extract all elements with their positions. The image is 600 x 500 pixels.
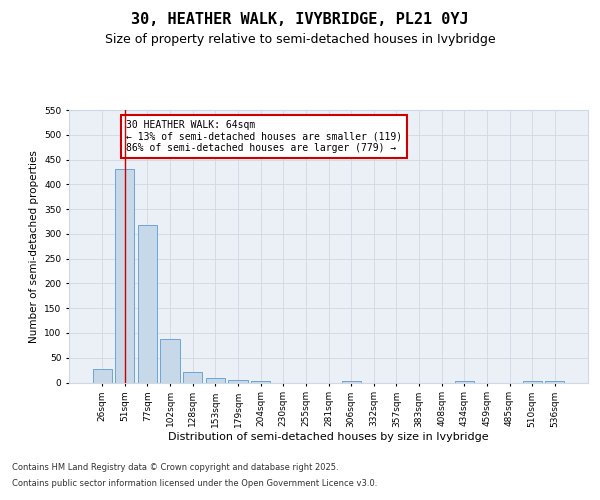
Bar [229, 380, 248, 382]
Bar [251, 381, 270, 382]
X-axis label: Distribution of semi-detached houses by size in Ivybridge: Distribution of semi-detached houses by … [168, 432, 489, 442]
Text: 30, HEATHER WALK, IVYBRIDGE, PL21 0YJ: 30, HEATHER WALK, IVYBRIDGE, PL21 0YJ [131, 12, 469, 28]
Bar [341, 381, 361, 382]
Bar [183, 372, 202, 382]
Text: Contains HM Land Registry data © Crown copyright and database right 2025.: Contains HM Land Registry data © Crown c… [12, 464, 338, 472]
Bar [92, 368, 112, 382]
Text: 30 HEATHER WALK: 64sqm
← 13% of semi-detached houses are smaller (119)
86% of se: 30 HEATHER WALK: 64sqm ← 13% of semi-det… [126, 120, 402, 153]
Text: Contains public sector information licensed under the Open Government Licence v3: Contains public sector information licen… [12, 478, 377, 488]
Bar [138, 225, 157, 382]
Text: Size of property relative to semi-detached houses in Ivybridge: Size of property relative to semi-detach… [104, 32, 496, 46]
Bar [115, 170, 134, 382]
Bar [545, 381, 565, 382]
Bar [455, 381, 474, 382]
Bar [523, 381, 542, 382]
Bar [206, 378, 225, 382]
Y-axis label: Number of semi-detached properties: Number of semi-detached properties [29, 150, 38, 342]
Bar [160, 340, 180, 382]
